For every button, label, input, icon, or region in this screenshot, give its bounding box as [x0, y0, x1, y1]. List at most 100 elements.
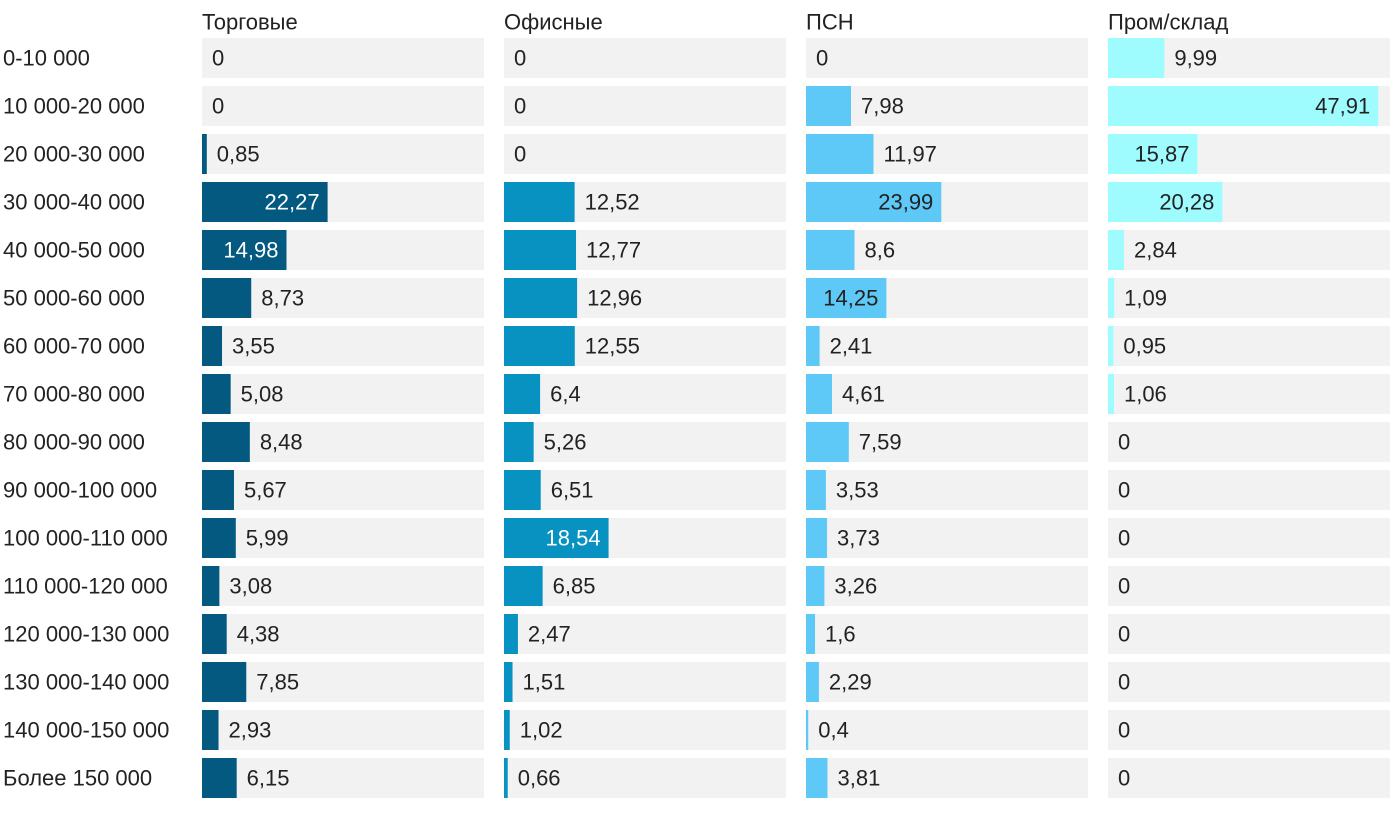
bar-track	[504, 86, 786, 126]
data-label: 0	[1118, 622, 1130, 647]
bar-track	[806, 374, 1088, 414]
bar	[202, 614, 227, 654]
bar	[202, 470, 234, 510]
bar	[504, 326, 575, 366]
bar	[806, 614, 816, 654]
data-label: 12,52	[585, 190, 640, 215]
category-label: 10 000-20 000	[3, 94, 145, 119]
data-label: 2,93	[229, 718, 272, 743]
data-label: 6,85	[553, 574, 596, 599]
bar	[806, 470, 826, 510]
data-label: 8,6	[865, 238, 896, 263]
category-label: 60 000-70 000	[3, 334, 145, 359]
data-label: 5,99	[246, 526, 289, 551]
bar	[504, 182, 575, 222]
data-label: 5,26	[544, 430, 587, 455]
data-label: 0	[1118, 526, 1130, 551]
data-label: 0	[1118, 478, 1130, 503]
category-label: 50 000-60 000	[3, 286, 145, 311]
bar	[1108, 86, 1379, 126]
bar-track	[1108, 470, 1390, 510]
bar-track	[806, 566, 1088, 606]
data-label: 7,85	[256, 670, 299, 695]
bar-track	[806, 710, 1088, 750]
data-label: 1,02	[520, 718, 563, 743]
data-label: 6,51	[551, 478, 594, 503]
bar-track	[504, 566, 786, 606]
data-label: 2,84	[1134, 238, 1177, 263]
data-label: 0,95	[1123, 334, 1166, 359]
data-label: 5,08	[241, 382, 284, 407]
bar-track	[202, 518, 484, 558]
bar	[806, 566, 825, 606]
bar-track	[806, 86, 1088, 126]
bar-track	[202, 614, 484, 654]
data-label: 11,97	[884, 142, 937, 167]
data-label: 18,54	[546, 526, 601, 551]
bar	[504, 758, 508, 798]
category-label: 70 000-80 000	[3, 382, 145, 407]
bar	[806, 758, 828, 798]
data-label: 7,98	[861, 94, 904, 119]
bar	[202, 662, 247, 702]
bar	[202, 758, 237, 798]
bar-track	[806, 422, 1088, 462]
bar	[202, 566, 220, 606]
bar-track	[1108, 422, 1390, 462]
bar-track	[504, 38, 786, 78]
data-label: 1,6	[825, 622, 856, 647]
bar	[504, 566, 543, 606]
bar-track	[504, 422, 786, 462]
bar-track	[806, 758, 1088, 798]
data-label: 2,47	[528, 622, 571, 647]
bar	[1108, 38, 1165, 78]
bar-track	[806, 662, 1088, 702]
bar	[806, 86, 852, 126]
category-label: 20 000-30 000	[3, 142, 145, 167]
bar-track	[202, 374, 484, 414]
bar	[806, 422, 849, 462]
data-label: 0	[514, 142, 526, 167]
category-label: 120 000-130 000	[3, 622, 169, 647]
bar-track	[504, 662, 786, 702]
series-header: ПСН	[806, 10, 854, 35]
bar	[202, 230, 287, 270]
bar-track	[202, 470, 484, 510]
data-label: 0	[514, 46, 526, 71]
category-label: 0-10 000	[3, 46, 90, 71]
category-label: 140 000-150 000	[3, 718, 169, 743]
bar-track	[1108, 662, 1390, 702]
data-label: 1,51	[523, 670, 566, 695]
bar-track	[202, 86, 484, 126]
data-label: 3,55	[232, 334, 275, 359]
data-label: 3,08	[229, 574, 272, 599]
data-label: 6,4	[550, 382, 581, 407]
data-label: 0	[1118, 766, 1130, 791]
data-label: 5,67	[244, 478, 287, 503]
bar-track	[202, 758, 484, 798]
data-label: 0	[1118, 718, 1130, 743]
data-label: 23,99	[878, 190, 933, 215]
bar-track	[202, 662, 484, 702]
bar-track	[202, 710, 484, 750]
data-label: 12,77	[586, 238, 641, 263]
data-label: 47,91	[1315, 94, 1370, 119]
data-label: 0	[212, 94, 224, 119]
bar	[504, 230, 577, 270]
bar	[1108, 326, 1114, 366]
category-label: 30 000-40 000	[3, 190, 145, 215]
data-label: 3,26	[834, 574, 877, 599]
bar-track	[806, 38, 1088, 78]
bar-track	[202, 326, 484, 366]
bar-track	[1108, 566, 1390, 606]
data-label: 7,59	[859, 430, 902, 455]
data-label: 0,85	[217, 142, 260, 167]
series-header: Офисные	[504, 10, 603, 35]
data-label: 0,66	[518, 766, 561, 791]
data-label: 0	[816, 46, 828, 71]
bar	[1108, 230, 1125, 270]
bar-track	[202, 134, 484, 174]
bar	[202, 422, 250, 462]
bar-track	[504, 614, 786, 654]
